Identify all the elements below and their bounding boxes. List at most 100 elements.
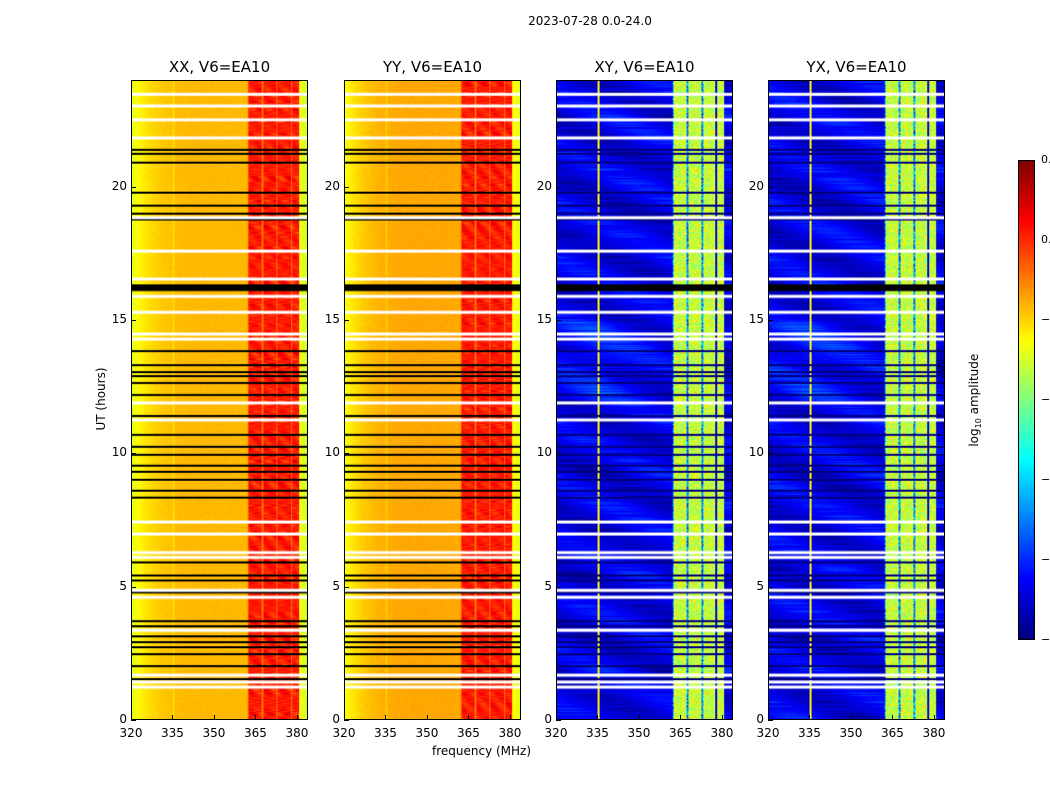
- y-tick-label: 15: [748, 312, 764, 326]
- y-tick-label: 10: [111, 445, 127, 460]
- y-tick-mark: [556, 320, 561, 321]
- x-tick-label: 335: [161, 726, 184, 740]
- x-tick-label: 350: [839, 726, 863, 740]
- x-tick-label: 380: [285, 726, 309, 740]
- x-tick-mark: [809, 715, 811, 720]
- x-tick-mark: [892, 715, 894, 720]
- y-tick-label: 20: [748, 178, 764, 193]
- heatmap-cells: [769, 81, 944, 719]
- heatmap-cells: [345, 81, 520, 719]
- y-tick-label: 10: [748, 445, 764, 460]
- y-tick-mark: [768, 720, 773, 721]
- x-tick-label: 320: [756, 726, 780, 740]
- x-tick-mark: [213, 715, 215, 720]
- heatmap-cells: [557, 81, 732, 719]
- x-tick-label: 320: [332, 726, 356, 740]
- x-tick-mark: [597, 715, 599, 720]
- x-tick-mark: [255, 715, 257, 720]
- y-tick-mark: [768, 453, 773, 455]
- y-tick-label: 20: [111, 178, 127, 193]
- x-tick-label: 350: [202, 726, 226, 740]
- colorbar: [1018, 160, 1035, 640]
- colorbar-tick-label: −1.5: [1041, 473, 1050, 486]
- y-tick-label: 20: [536, 178, 552, 193]
- colorbar-tick-label: −2.5: [1041, 633, 1050, 646]
- colorbar-label: log10 amplitude: [966, 353, 984, 447]
- y-tick-mark: [131, 186, 136, 188]
- colorbar-tick-label: 0.0: [1041, 233, 1050, 246]
- y-tick-mark: [556, 586, 561, 588]
- y-tick-label: 10: [324, 445, 340, 460]
- y-tick-label: 5: [756, 578, 764, 593]
- y-tick-mark: [344, 453, 349, 455]
- figure-title: 2023-07-28 0.0-24.0: [528, 14, 652, 28]
- x-tick-label: 380: [922, 726, 946, 740]
- x-tick-label: 335: [586, 726, 609, 740]
- y-tick-mark: [131, 453, 136, 455]
- x-tick-mark: [850, 715, 852, 720]
- panel-title: YX, V6=EA10: [806, 58, 907, 76]
- y-tick-label: 15: [324, 312, 340, 326]
- x-tick-label: 350: [415, 726, 439, 740]
- heatmap-panel-xx: [131, 80, 308, 720]
- y-tick-label: 0: [119, 712, 127, 726]
- x-tick-mark: [131, 715, 132, 720]
- colorbar-tick-label: −0.5: [1041, 313, 1050, 326]
- x-tick-mark: [172, 715, 174, 720]
- y-tick-label: 0: [756, 712, 764, 726]
- x-axis-label: frequency (MHz): [432, 744, 532, 758]
- y-tick-mark: [131, 320, 136, 321]
- x-tick-label: 365: [457, 726, 480, 740]
- y-tick-mark: [556, 720, 561, 721]
- heatmap-cells: [132, 81, 307, 719]
- y-tick-mark: [556, 186, 561, 188]
- x-tick-mark: [556, 715, 557, 720]
- panel-title: XY, V6=EA10: [594, 58, 695, 76]
- y-tick-mark: [344, 586, 349, 588]
- y-tick-mark: [131, 720, 136, 721]
- panel-title: YY, V6=EA10: [382, 58, 483, 76]
- x-tick-mark: [721, 715, 723, 720]
- x-tick-mark: [768, 715, 769, 720]
- heatmap-panel-yx: [768, 80, 945, 720]
- y-axis-label: UT (hours): [94, 367, 108, 431]
- colorbar-tick-label: 0.5: [1041, 153, 1050, 166]
- x-tick-label: 365: [669, 726, 692, 740]
- heatmap-panel-yy: [344, 80, 521, 720]
- x-tick-label: 380: [498, 726, 522, 740]
- x-tick-mark: [680, 715, 682, 720]
- x-tick-label: 320: [119, 726, 143, 740]
- x-tick-mark: [509, 715, 511, 720]
- y-tick-label: 10: [536, 445, 552, 460]
- y-tick-label: 0: [332, 712, 340, 726]
- y-tick-mark: [768, 586, 773, 588]
- y-tick-mark: [344, 320, 349, 321]
- y-tick-mark: [344, 720, 349, 721]
- y-tick-label: 5: [332, 578, 340, 593]
- x-tick-label: 380: [710, 726, 734, 740]
- x-tick-mark: [933, 715, 935, 720]
- x-tick-label: 335: [798, 726, 821, 740]
- y-tick-mark: [556, 453, 561, 455]
- y-tick-label: 15: [111, 312, 127, 326]
- x-tick-mark: [468, 715, 470, 720]
- y-tick-label: 15: [536, 312, 552, 326]
- y-tick-mark: [768, 320, 773, 321]
- y-tick-label: 5: [119, 578, 127, 593]
- heatmap-panel-xy: [556, 80, 733, 720]
- colorbar-tick-label: −1.0: [1041, 393, 1050, 406]
- y-tick-label: 5: [544, 578, 552, 593]
- y-tick-mark: [768, 186, 773, 188]
- panel-title: XX, V6=EA10: [168, 58, 271, 76]
- x-tick-label: 365: [244, 726, 267, 740]
- x-tick-label: 365: [881, 726, 904, 740]
- x-tick-label: 335: [374, 726, 397, 740]
- y-tick-label: 20: [324, 178, 340, 193]
- y-tick-mark: [344, 186, 349, 188]
- x-tick-label: 350: [627, 726, 651, 740]
- x-tick-mark: [638, 715, 640, 720]
- y-tick-label: 0: [544, 712, 552, 726]
- x-tick-mark: [385, 715, 387, 720]
- x-tick-mark: [426, 715, 428, 720]
